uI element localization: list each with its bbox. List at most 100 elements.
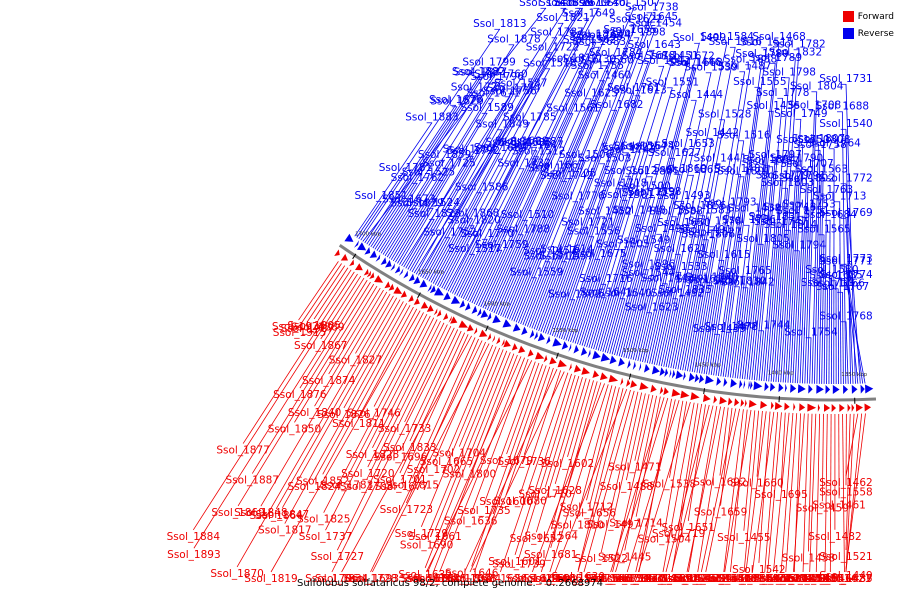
forward-gene-label[interactable]: Ssol_1915 xyxy=(273,327,326,339)
reverse-gene-label[interactable]: Ssol_1773 xyxy=(819,253,872,265)
reverse-gene-label[interactable]: Ssol_1452 xyxy=(578,206,631,218)
forward-gene-label[interactable]: Ssol_1889 xyxy=(291,322,344,334)
forward-gene-label[interactable]: Ssol_1876 xyxy=(273,389,327,401)
forward-gene-label[interactable]: Ssol_1817 xyxy=(258,525,311,537)
reverse-gene-label[interactable]: Ssol_1668 xyxy=(669,57,722,69)
forward-gene-label[interactable]: Ssol_1564 xyxy=(525,530,579,542)
reverse-gene-label[interactable]: Ssol_1678 xyxy=(622,50,675,62)
forward-gene-label[interactable]: Ssol_1610 xyxy=(612,573,665,585)
reverse-gene-label[interactable]: Ssol_1555 xyxy=(733,76,786,88)
forward-gene-label[interactable]: Ssol_1703 xyxy=(340,481,393,493)
reverse-gene-label[interactable]: Ssol_1754 xyxy=(784,326,838,338)
reverse-gene-label[interactable]: Ssol_1761 xyxy=(607,82,660,94)
reverse-gene-label[interactable]: Ssol_1770 xyxy=(461,228,514,240)
reverse-gene-label[interactable]: Ssol_1442 xyxy=(686,127,739,139)
reverse-gene-label[interactable]: Ssol_1454 xyxy=(629,17,683,29)
reverse-gene-label[interactable]: Ssol_1853 xyxy=(443,144,496,156)
reverse-gene-label[interactable]: Ssol_1802 xyxy=(781,172,834,184)
forward-gene-label[interactable]: Ssol_1733 xyxy=(378,423,431,435)
reverse-gene-label[interactable]: Ssol_1716 xyxy=(579,273,633,285)
reverse-gene-label[interactable]: Ssol_1643 xyxy=(627,39,680,51)
reverse-gene-label[interactable]: Ssol_1857 xyxy=(687,275,740,287)
forward-gene-label[interactable]: Ssol_1852 xyxy=(296,475,349,487)
forward-gene-label[interactable]: Ssol_1658 xyxy=(413,573,466,585)
reverse-gene-label[interactable]: Ssol_1565 xyxy=(797,224,850,236)
reverse-gene-label[interactable]: Ssol_1612 xyxy=(604,165,657,177)
reverse-gene-label[interactable]: Ssol_1613 xyxy=(613,85,666,97)
forward-gene-label[interactable]: Ssol_1631 xyxy=(589,573,642,585)
forward-gene-label[interactable]: Ssol_1783 xyxy=(320,480,373,492)
forward-gene-label[interactable]: Ssol_1475 xyxy=(660,573,713,585)
forward-gene-label[interactable]: Ssol_1720 xyxy=(341,468,394,480)
reverse-gene-label[interactable]: Ssol_1861 xyxy=(626,165,679,177)
reverse-gene-label[interactable]: Ssol_1674 xyxy=(621,140,675,152)
forward-gene-label[interactable]: Ssol_1558 xyxy=(819,486,872,498)
reverse-gene-label[interactable]: Ssol_1791 xyxy=(772,170,825,182)
reverse-gene-label[interactable]: Ssol_1644 xyxy=(577,30,631,42)
forward-gene-label[interactable]: Ssol_1827 xyxy=(329,354,382,366)
reverse-gene-label[interactable]: Ssol_1713 xyxy=(813,190,866,202)
forward-gene-label[interactable]: Ssol_1592 xyxy=(645,573,698,585)
reverse-gene-label[interactable]: Ssol_1617 xyxy=(676,273,729,285)
reverse-gene-label[interactable]: Ssol_1451 xyxy=(645,50,698,62)
forward-gene-label[interactable]: Ssol_1870 xyxy=(210,568,263,580)
reverse-gene-label[interactable]: Ssol_1740 xyxy=(572,0,625,9)
forward-gene-label[interactable]: Ssol_1677 xyxy=(375,481,428,493)
reverse-gene-label[interactable]: Ssol_1544 xyxy=(622,267,676,279)
forward-gene-label[interactable]: Ssol_1735 xyxy=(457,505,510,517)
reverse-gene-label[interactable]: Ssol_1441 xyxy=(693,152,746,164)
reverse-gene-label[interactable]: Ssol_1803 xyxy=(761,177,814,189)
reverse-gene-label[interactable]: Ssol_1731 xyxy=(819,73,872,85)
reverse-gene-label[interactable]: Ssol_1831 xyxy=(748,211,801,223)
forward-gene-label[interactable]: Ssol_1628 xyxy=(528,485,581,497)
reverse-gene-label[interactable]: Ssol_1655 xyxy=(603,24,656,36)
reverse-gene-label[interactable]: Ssol_1518 xyxy=(523,57,576,69)
reverse-gene-label[interactable]: Ssol_1499 xyxy=(673,32,726,44)
forward-gene-label[interactable]: Ssol_1690 xyxy=(400,540,453,552)
reverse-gene-label[interactable]: Ssol_1588 xyxy=(650,205,703,217)
forward-gene-label[interactable]: Ssol_1661 xyxy=(408,531,461,543)
forward-gene-label[interactable]: Ssol_1602 xyxy=(541,458,594,470)
reverse-gene-label[interactable]: Ssol_1794 xyxy=(773,240,827,252)
forward-gene-label[interactable]: Ssol_1710 xyxy=(518,488,571,500)
reverse-gene-label[interactable]: Ssol_1769 xyxy=(819,207,872,219)
reverse-gene-label[interactable]: Ssol_1724 xyxy=(487,82,541,94)
forward-gene-label[interactable]: Ssol_1511 xyxy=(767,573,820,585)
forward-gene-label[interactable]: Ssol_1445 xyxy=(598,551,651,563)
forward-gene-label[interactable]: Ssol_1505 xyxy=(662,573,715,585)
reverse-gene-label[interactable]: Ssol_1756 xyxy=(483,85,537,97)
forward-gene-label[interactable]: Ssol_1924 xyxy=(272,321,326,333)
forward-gene-label[interactable]: Ssol_1739 xyxy=(492,559,545,571)
forward-gene-label[interactable]: Ssol_1648 xyxy=(443,573,496,585)
reverse-gene-label[interactable]: Ssol_1778 xyxy=(756,87,809,99)
reverse-gene-label[interactable]: Ssol_1805 xyxy=(736,233,789,245)
forward-gene-label[interactable]: Ssol_1504 xyxy=(638,533,692,545)
reverse-gene-label[interactable]: Ssol_1436 xyxy=(747,100,801,112)
reverse-gene-label[interactable]: Ssol_1533 xyxy=(654,261,707,273)
forward-gene-label[interactable]: Ssol_1692 xyxy=(693,476,746,488)
reverse-gene-label[interactable]: Ssol_1781 xyxy=(379,162,432,174)
reverse-gene-label[interactable]: Ssol_1766 xyxy=(811,278,865,290)
reverse-gene-label[interactable]: Ssol_1524 xyxy=(406,197,460,209)
reverse-gene-label[interactable]: Ssol_1549 xyxy=(617,235,670,247)
reverse-gene-label[interactable]: Ssol_1446 xyxy=(668,56,722,68)
forward-gene-label[interactable]: Ssol_1680 xyxy=(493,495,546,507)
forward-gene-label[interactable]: Ssol_1727 xyxy=(311,551,364,563)
reverse-gene-label[interactable]: Ssol_1647 xyxy=(510,140,563,152)
reverse-gene-label[interactable]: Ssol_1741 xyxy=(519,0,572,9)
reverse-gene-label[interactable]: Ssol_1615 xyxy=(697,249,750,261)
forward-gene-label[interactable]: Ssol_1437 xyxy=(819,573,872,585)
reverse-gene-label[interactable]: Ssol_1672 xyxy=(661,50,714,62)
reverse-gene-label[interactable]: Ssol_1849 xyxy=(475,118,528,130)
reverse-gene-label[interactable]: Ssol_1718 xyxy=(594,177,647,189)
reverse-gene-label[interactable]: Ssol_1878 xyxy=(487,34,540,46)
reverse-gene-label[interactable]: Ssol_1813 xyxy=(473,18,526,30)
reverse-gene-label[interactable]: Ssol_1882 xyxy=(452,66,505,78)
reverse-gene-label[interactable]: Ssol_1812 xyxy=(545,52,598,64)
forward-gene-label[interactable]: Ssol_1714 xyxy=(609,518,663,530)
forward-gene-label[interactable]: Ssol_1646 xyxy=(445,567,499,579)
forward-gene-label[interactable]: Ssol_1693 xyxy=(346,573,399,585)
reverse-gene-label[interactable]: Ssol_1501 xyxy=(601,189,654,201)
reverse-gene-label[interactable]: Ssol_1708 xyxy=(788,99,841,111)
reverse-gene-label[interactable]: Ssol_1717 xyxy=(528,162,581,174)
